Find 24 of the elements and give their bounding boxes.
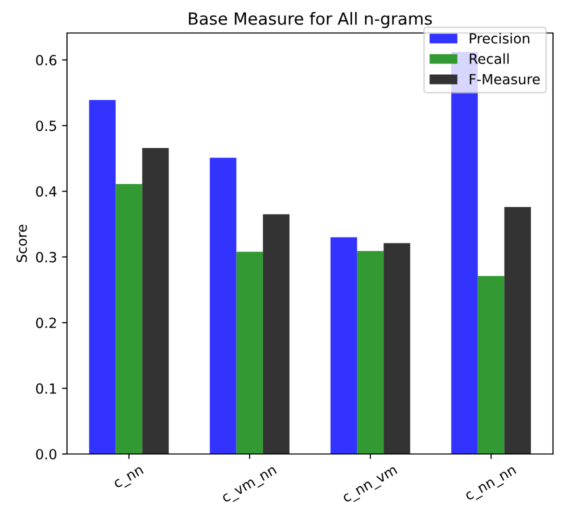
legend-label: Recall: [470, 53, 509, 64]
bar: [478, 276, 504, 454]
bar: [89, 100, 116, 454]
bar: [330, 237, 358, 454]
y-tick-label: 0.2: [36, 318, 56, 328]
bar: [236, 252, 263, 454]
bar: [504, 207, 531, 454]
bar: [384, 243, 410, 454]
y-axis-title: Score: [16, 224, 27, 262]
y-tick-label: 0.6: [36, 54, 56, 66]
bar: [116, 184, 142, 454]
y-tick-label: 0.1: [36, 383, 56, 394]
y-tick-label: 0.4: [36, 186, 56, 197]
y-tick-label: 0.5: [36, 120, 56, 132]
bar: [357, 251, 384, 454]
chart-title: Base Measure for All n-grams: [188, 12, 432, 28]
bar: [210, 158, 236, 454]
y-tick-label: 0.3: [36, 252, 56, 262]
legend-label: F-Measure: [470, 74, 540, 84]
bar: [262, 214, 290, 454]
bar: [142, 148, 169, 454]
y-tick-label: 0.0: [36, 448, 56, 460]
legend-label: Precision: [470, 32, 530, 44]
x-tick-label: c_nn: [113, 466, 146, 492]
